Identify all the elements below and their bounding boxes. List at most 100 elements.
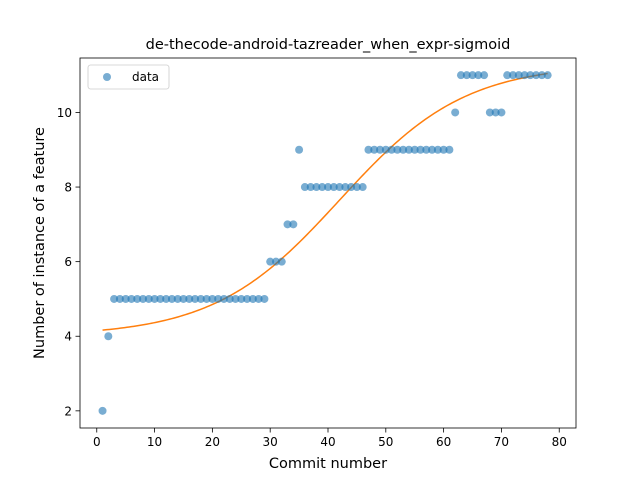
data-point [225,294,234,303]
y-tick-label: 2 [64,404,72,418]
data-point [364,145,373,154]
chart-title: de-thecode-android-tazreader_when_expr-s… [146,37,511,53]
data-point [358,183,367,192]
data-point [104,332,113,341]
data-point [404,145,413,154]
data-point [433,145,442,154]
plot-area: 0 10 20 30 40 50 60 70 80 2 4 6 8 10 data [57,57,577,449]
data-point [347,183,356,192]
data-point [451,108,460,117]
data-point [283,220,292,229]
data-point [491,108,500,117]
data-point [543,71,552,80]
data-point [110,294,119,303]
data-point [341,183,350,192]
data-point [121,294,130,303]
data-point [156,294,165,303]
data-point [243,294,252,303]
data-point [139,294,148,303]
x-tick-label: 70 [494,435,509,449]
y-tick-label: 4 [64,330,72,344]
data-point [439,145,448,154]
data-point [115,294,124,303]
data-point [514,71,523,80]
data-point [162,294,171,303]
data-point [248,294,257,303]
data-point [508,71,517,80]
data-point [306,183,315,192]
data-point [167,294,176,303]
data-point [416,145,425,154]
data-point [300,183,309,192]
data-point [352,183,361,192]
data-point [376,145,385,154]
data-point [381,145,390,154]
data-point [503,71,512,80]
data-point [537,71,546,80]
x-tick-label: 30 [263,435,278,449]
data-point [173,294,182,303]
data-point [266,257,275,266]
data-point [370,145,379,154]
data-point [208,294,217,303]
data-point [295,145,304,154]
data-point [485,108,494,117]
data-point [202,294,211,303]
data-point [520,71,529,80]
legend-box [87,64,170,90]
y-tick-label: 10 [57,106,72,120]
data-point [196,294,205,303]
data-point [133,294,142,303]
data-point [422,145,431,154]
data-point [474,71,483,80]
data-point [289,220,298,229]
x-axis-label: Commit number [269,456,387,472]
data-point [428,145,437,154]
y-tick-label: 6 [64,255,72,269]
data-point [324,183,332,192]
data-point [260,294,269,303]
data-point [329,183,338,192]
data-point [150,294,159,303]
data-point [393,145,402,154]
data-point [480,71,489,80]
data-point [277,257,286,266]
data-point [179,294,188,303]
axes-frame [79,57,577,429]
data-point [387,145,396,154]
data-point [462,71,471,80]
data-point [526,71,535,80]
sigmoid-fit-line [102,72,548,331]
data-point [335,183,344,192]
x-tick-label: 40 [320,435,335,449]
data-point [468,71,477,80]
y-axis-label: Number of instance of a feature [32,127,48,359]
data-point [532,71,541,80]
data-point [214,294,223,303]
x-tick-label: 60 [436,435,451,449]
x-tick-label: 10 [147,435,162,449]
x-tick-label: 50 [378,435,393,449]
data-point [231,294,240,303]
data-point [185,294,194,303]
y-tick-label: 8 [64,181,72,195]
data-point [456,71,465,80]
x-tick-label: 20 [205,435,220,449]
legend-label: data [132,70,159,84]
data-point [399,145,408,154]
x-tick-label: 0 [93,435,101,449]
x-tick-label: 80 [552,435,567,449]
data-point [98,406,107,415]
data-point [318,183,327,192]
data-point [445,145,454,154]
data-point [144,294,153,303]
data-point [191,294,200,303]
data-point [254,294,263,303]
data-point [127,294,136,303]
legend-marker [103,73,111,81]
data-point [237,294,246,303]
data-point [410,145,419,154]
data-point [497,108,506,117]
data-point [271,257,280,266]
